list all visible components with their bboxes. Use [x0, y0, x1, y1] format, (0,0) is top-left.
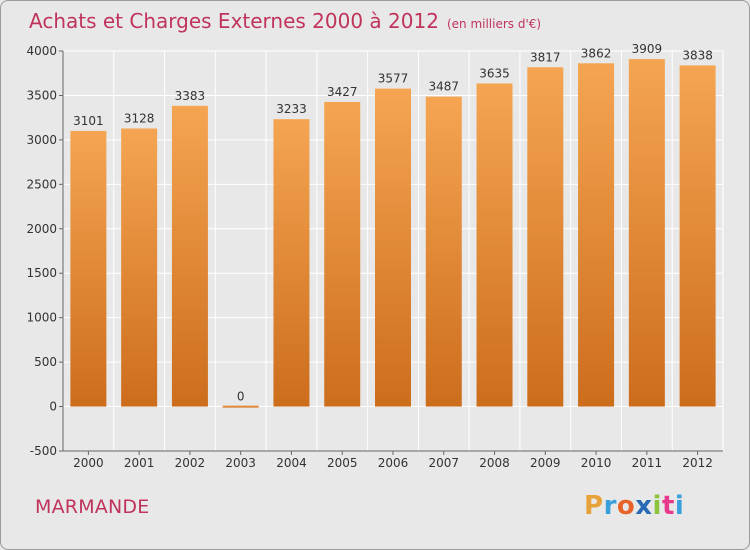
value-label-2004: 3233 [276, 102, 307, 116]
value-label-2001: 3128 [124, 112, 155, 126]
value-label-2002: 3383 [175, 89, 206, 103]
bar-2000 [70, 130, 107, 407]
x-tick-label-2004: 2004 [276, 456, 307, 470]
y-tick-label: 0 [49, 400, 57, 414]
labels-layer: 3101 3128 3383 0 3233 3427 3577 3487 3635 3817 386… [73, 42, 713, 403]
x-tick-label-2009: 2009 [530, 456, 561, 470]
x-tick-label-2000: 2000 [73, 456, 104, 470]
x-tick-label-2005: 2005 [327, 456, 358, 470]
x-tick-label-2012: 2012 [682, 456, 713, 470]
logo-letter: r [603, 491, 617, 521]
bars-layer [70, 59, 716, 408]
bar-2011 [628, 59, 665, 407]
value-label-2009: 3817 [530, 50, 561, 64]
bar-2005 [324, 101, 361, 407]
value-label-2011: 3909 [632, 42, 663, 56]
bar-2004 [273, 119, 310, 407]
x-tick-label-2007: 2007 [428, 456, 459, 470]
y-tick-label: -500 [30, 444, 57, 458]
logo-letter: x [635, 491, 653, 521]
logo-letter: i [674, 491, 685, 521]
bar-2012 [679, 65, 716, 407]
x-tick-label-2008: 2008 [479, 456, 510, 470]
value-label-2006: 3577 [378, 72, 409, 86]
x-tick-label-2003: 2003 [225, 456, 256, 470]
x-tick-label-2006: 2006 [378, 456, 409, 470]
axis-layer: -500 0 500 1000 1500 2000 2500 3000 3500 4000 2000… [26, 44, 723, 470]
unit-label: (en milliers d'€) [446, 17, 542, 31]
logo-letter: P [584, 491, 604, 521]
y-tick-label: 3000 [26, 133, 57, 147]
value-label-2007: 3487 [428, 80, 459, 94]
y-tick-label: 1500 [26, 266, 57, 280]
logo-letter: o [616, 491, 636, 521]
x-tick-label-2010: 2010 [581, 456, 612, 470]
bar-2008 [476, 83, 513, 407]
value-label-2010: 3862 [581, 46, 612, 60]
x-tick-label-2002: 2002 [175, 456, 206, 470]
bar-2003 [222, 405, 259, 408]
bar-2002 [171, 105, 208, 407]
bar-2009 [527, 67, 564, 407]
proxiti-logo: Proxiti [584, 491, 684, 521]
x-tick-label-2011: 2011 [632, 456, 663, 470]
value-label-2000: 3101 [73, 114, 104, 128]
chart-title: Achats et Charges Externes 2000 à 2012 (e… [29, 9, 541, 33]
y-tick-label: 500 [34, 355, 57, 369]
commune-name: MARMANDE [35, 496, 150, 518]
bar-2006 [375, 88, 411, 407]
y-tick-label: 2500 [26, 177, 57, 191]
value-label-2008: 3635 [479, 66, 510, 80]
y-tick-label: 4000 [26, 44, 57, 58]
logo-letter: t [661, 491, 675, 521]
value-label-2012: 3838 [682, 48, 713, 62]
y-tick-label: 3500 [26, 88, 57, 102]
x-tick-label-2001: 2001 [124, 456, 155, 470]
logo-letter: i [652, 491, 662, 521]
value-label-2003: 0 [237, 390, 245, 404]
bar-2007 [425, 96, 462, 407]
bar-2001 [121, 128, 158, 407]
value-label-2005: 3427 [327, 85, 358, 99]
y-tick-label: 2000 [26, 222, 57, 236]
bar-2010 [578, 63, 615, 407]
title-text: Achats et Charges Externes 2000 à 2012 [29, 9, 439, 33]
y-tick-label: 1000 [26, 311, 57, 325]
